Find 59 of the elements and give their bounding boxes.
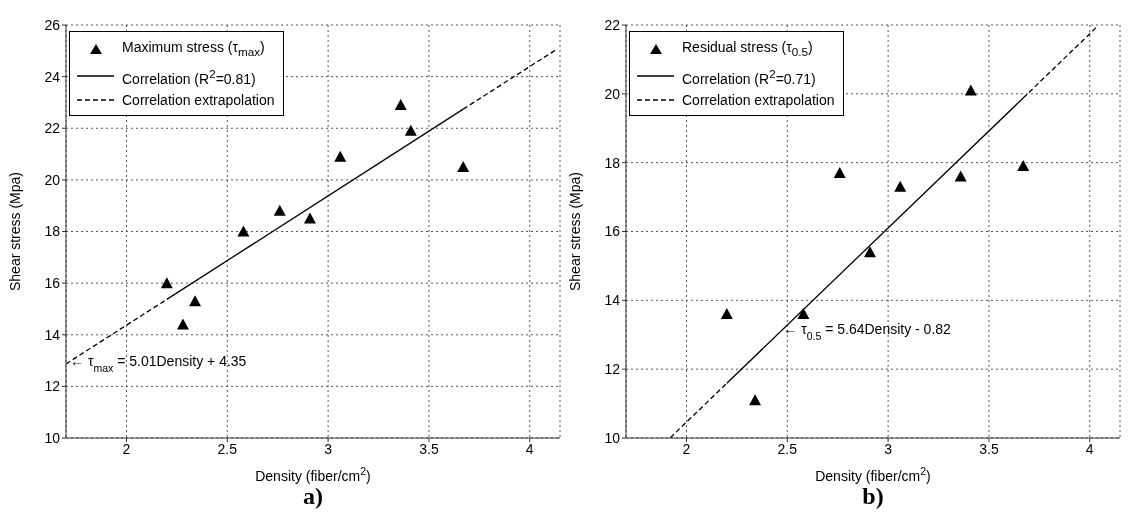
x-tick-label: 3.5 bbox=[419, 440, 439, 457]
x-tick-label: 2 bbox=[122, 440, 131, 457]
point bbox=[720, 308, 733, 320]
point bbox=[964, 84, 977, 96]
x-tick-label: 4 bbox=[525, 440, 534, 457]
point bbox=[176, 318, 189, 330]
y-axis-title: Shear stress (Mpa) bbox=[7, 171, 23, 292]
legend-label: Correlation (R$^{2}$=0.81) bbox=[122, 65, 256, 89]
y-tick-label: 16 bbox=[604, 223, 621, 240]
x-tick-label: 3.5 bbox=[979, 440, 999, 457]
x-axis-title: Density (fiber/cm$^{2}$) bbox=[815, 465, 931, 484]
annotation: ← τ$_{max}$ = 5.01Density + 4.35 bbox=[70, 353, 247, 375]
annotation: ← τ$_{0.5}$ = 5.64Density - 0.82 bbox=[783, 320, 952, 342]
point bbox=[863, 246, 876, 258]
y-tick-label: 24 bbox=[44, 68, 61, 85]
text: b) bbox=[862, 483, 884, 509]
point bbox=[894, 180, 907, 192]
legend-label: Correlation extrapolation bbox=[122, 91, 275, 111]
point bbox=[237, 225, 250, 237]
point bbox=[1017, 160, 1030, 172]
y-tick-label: 12 bbox=[44, 378, 61, 395]
text: a) bbox=[303, 483, 323, 509]
x-tick-label: 2.5 bbox=[777, 440, 798, 457]
y-tick-label: 10 bbox=[604, 429, 621, 446]
y-tick-label: 20 bbox=[604, 85, 621, 102]
x-tick-label: 2 bbox=[682, 440, 691, 457]
point bbox=[457, 160, 470, 172]
y-tick-label: 22 bbox=[44, 120, 61, 137]
y-tick-label: 18 bbox=[44, 223, 61, 240]
point bbox=[303, 212, 316, 224]
y-tick-label: 14 bbox=[604, 292, 621, 309]
point bbox=[833, 166, 846, 178]
y-tick-label: 26 bbox=[44, 16, 61, 33]
y-tick-label: 22 bbox=[604, 16, 621, 33]
y-tick-label: 20 bbox=[44, 171, 61, 188]
legend-label: Residual stress (τ$_{0.5}$) bbox=[682, 38, 813, 60]
point bbox=[404, 124, 417, 136]
y-tick-label: 16 bbox=[44, 275, 61, 292]
point bbox=[273, 204, 286, 216]
point bbox=[189, 295, 202, 307]
legend-label: Correlation (R$^{2}$=0.71) bbox=[682, 65, 816, 89]
point bbox=[749, 394, 762, 406]
legend-label: Maximum stress (τ$_{max}$) bbox=[122, 38, 265, 60]
x-tick-label: 3 bbox=[324, 440, 333, 457]
x-tick-label: 2.5 bbox=[217, 440, 238, 457]
y-axis-title: Shear stress (Mpa) bbox=[567, 171, 583, 292]
point bbox=[954, 170, 967, 182]
y-tick-label: 14 bbox=[44, 326, 61, 343]
y-tick-label: 10 bbox=[44, 429, 61, 446]
point bbox=[160, 277, 173, 289]
point bbox=[797, 308, 810, 320]
y-tick-label: 18 bbox=[604, 154, 621, 171]
point bbox=[394, 99, 407, 111]
x-axis-title: Density (fiber/cm$^{2}$) bbox=[255, 465, 371, 484]
x-tick-label: 4 bbox=[1085, 440, 1094, 457]
y-tick-label: 12 bbox=[604, 361, 621, 378]
point bbox=[334, 150, 347, 162]
legend-label: Correlation extrapolation bbox=[682, 91, 835, 111]
x-tick-label: 3 bbox=[884, 440, 893, 457]
